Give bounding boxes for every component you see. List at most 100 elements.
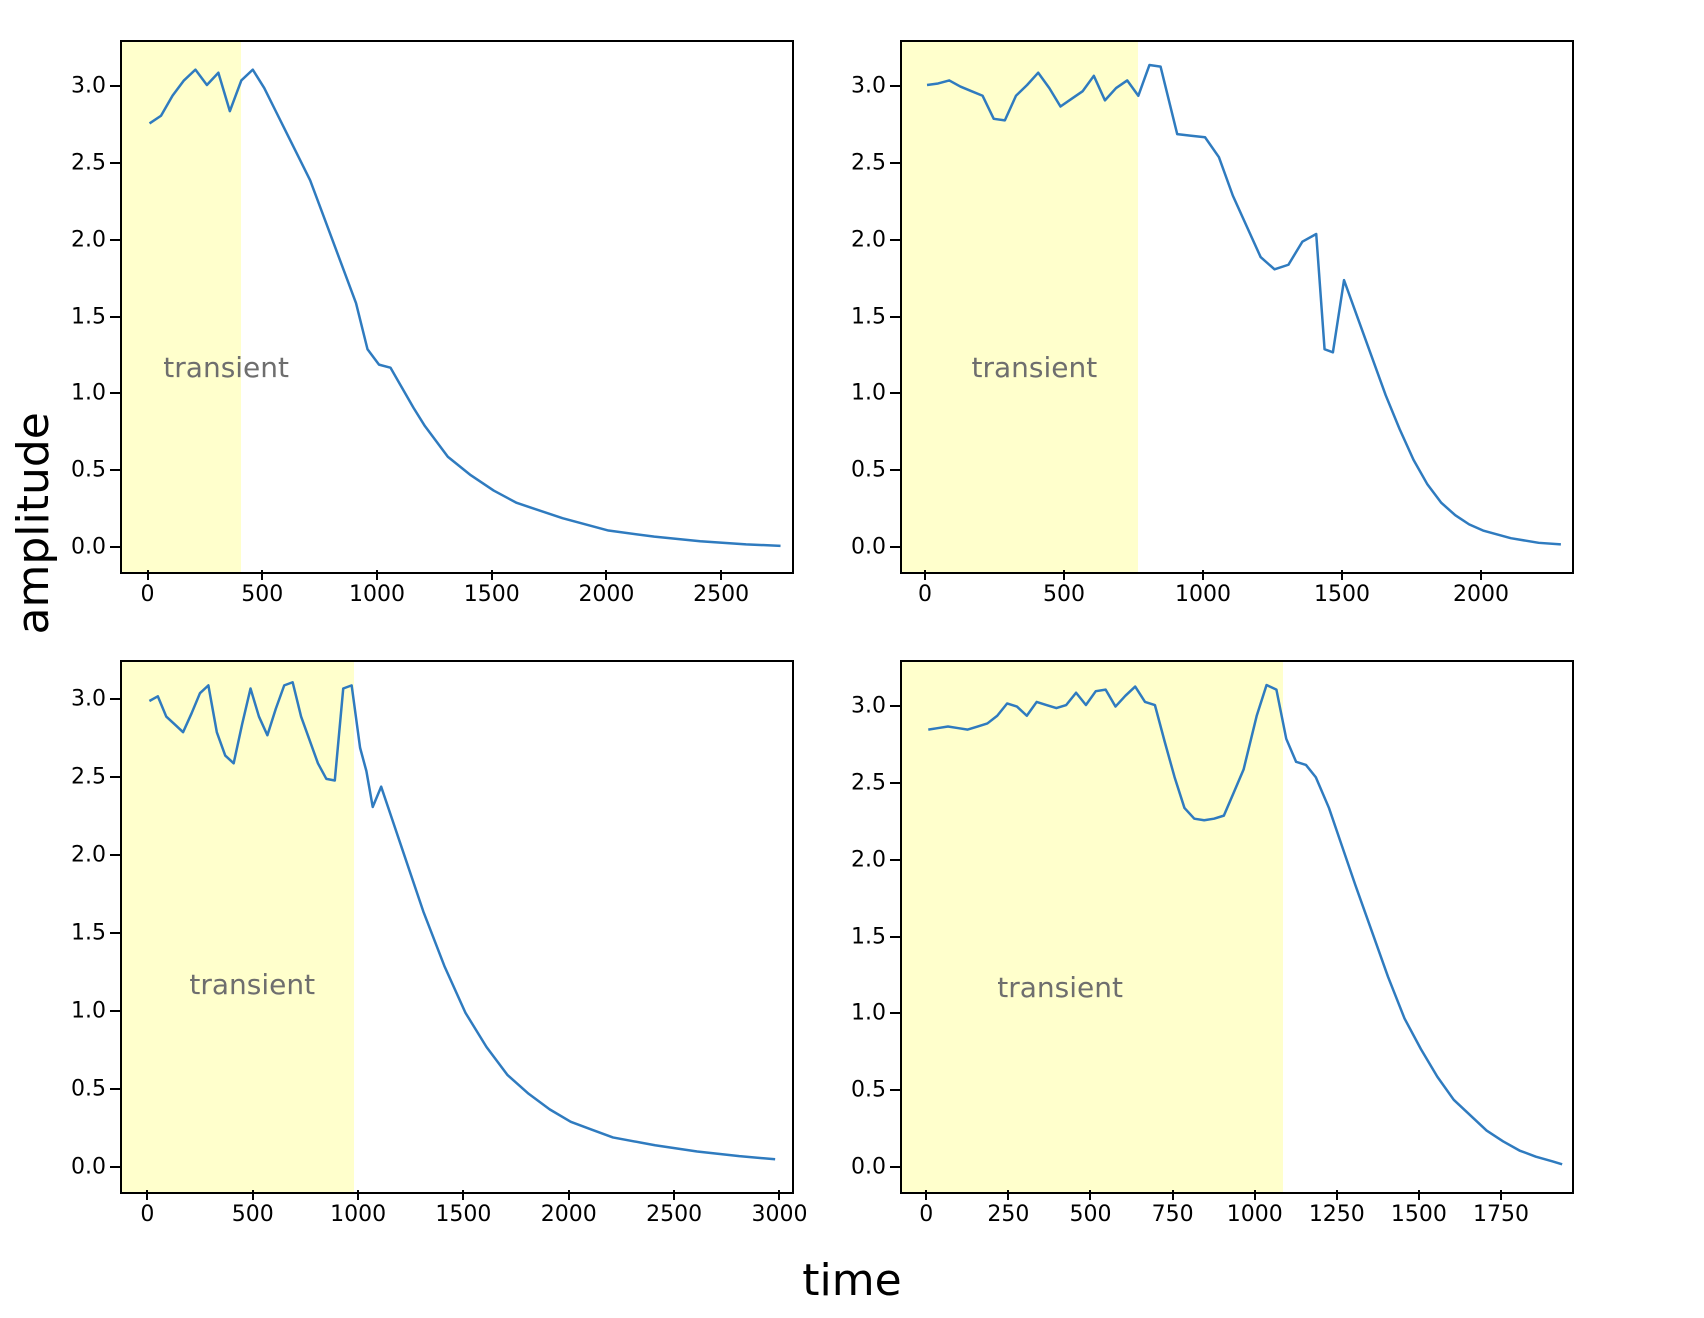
x-tick-label: 2000 (1453, 582, 1509, 607)
y-tick-label: 3.0 (70, 686, 106, 711)
y-tick-label: 1.5 (70, 920, 106, 945)
y-tick-mark (890, 85, 900, 87)
transient-annotation: transient (163, 351, 289, 384)
y-tick-mark (890, 239, 900, 241)
y-tick-label: 2.0 (70, 842, 106, 867)
y-tick-mark (110, 854, 120, 856)
x-tick-mark (605, 570, 607, 580)
y-tick-mark (110, 546, 120, 548)
y-tick-label: 0.5 (70, 458, 106, 483)
y-axis-label: amplitude (8, 412, 59, 634)
x-tick-mark (1254, 1190, 1256, 1200)
y-tick-mark (110, 1010, 120, 1012)
x-tick-label: 750 (1152, 1202, 1194, 1227)
x-tick-mark (1202, 570, 1204, 580)
y-tick-mark (890, 782, 900, 784)
x-tick-mark (1063, 570, 1065, 580)
x-tick-mark (357, 1190, 359, 1200)
x-tick-label: 0 (141, 582, 155, 607)
transient-annotation: transient (997, 971, 1123, 1004)
x-tick-mark (1500, 1190, 1502, 1200)
y-tick-mark (110, 162, 120, 164)
y-tick-label: 0.0 (850, 1154, 886, 1179)
x-tick-mark (376, 570, 378, 580)
y-tick-label: 2.0 (850, 227, 886, 252)
y-tick-label: 2.0 (70, 227, 106, 252)
chart-panel-bl: transient (120, 660, 794, 1194)
y-tick-label: 2.5 (850, 150, 886, 175)
y-tick-mark (110, 239, 120, 241)
x-tick-mark (925, 1190, 927, 1200)
y-tick-label: 2.5 (850, 770, 886, 795)
x-tick-label: 1500 (435, 1202, 491, 1227)
x-tick-label: 2500 (693, 582, 749, 607)
x-tick-label: 250 (987, 1202, 1029, 1227)
line-plot (122, 662, 792, 1192)
x-tick-mark (1418, 1190, 1420, 1200)
y-tick-mark (890, 316, 900, 318)
x-tick-label: 2500 (646, 1202, 702, 1227)
y-tick-mark (890, 546, 900, 548)
y-tick-label: 1.5 (850, 924, 886, 949)
y-tick-mark (890, 1166, 900, 1168)
x-tick-mark (1089, 1190, 1091, 1200)
transient-annotation: transient (189, 968, 315, 1001)
line-plot (902, 42, 1572, 572)
y-tick-label: 0.0 (70, 534, 106, 559)
x-tick-mark (252, 1190, 254, 1200)
y-tick-mark (110, 85, 120, 87)
x-tick-label: 1250 (1309, 1202, 1365, 1227)
x-tick-label: 1750 (1473, 1202, 1529, 1227)
y-tick-mark (110, 698, 120, 700)
x-tick-label: 500 (232, 1202, 274, 1227)
y-tick-label: 0.0 (850, 534, 886, 559)
x-tick-label: 500 (1043, 582, 1085, 607)
y-tick-label: 1.5 (70, 304, 106, 329)
figure: amplitude time transient0500100015002000… (0, 0, 1704, 1318)
y-tick-label: 2.5 (70, 764, 106, 789)
y-tick-label: 0.5 (850, 1078, 886, 1103)
x-tick-label: 0 (918, 582, 932, 607)
x-tick-mark (491, 570, 493, 580)
x-tick-label: 1000 (330, 1202, 386, 1227)
y-tick-mark (110, 1088, 120, 1090)
x-tick-label: 500 (1069, 1202, 1111, 1227)
x-tick-mark (1336, 1190, 1338, 1200)
y-tick-mark (890, 859, 900, 861)
y-tick-mark (110, 316, 120, 318)
y-tick-label: 0.0 (70, 1154, 106, 1179)
x-tick-label: 1500 (1314, 582, 1370, 607)
y-tick-mark (110, 932, 120, 934)
x-tick-mark (924, 570, 926, 580)
x-tick-mark (720, 570, 722, 580)
y-tick-mark (110, 1166, 120, 1168)
x-tick-mark (1007, 1190, 1009, 1200)
y-tick-mark (890, 705, 900, 707)
y-tick-mark (890, 1089, 900, 1091)
x-tick-label: 2000 (578, 582, 634, 607)
x-tick-label: 1000 (1175, 582, 1231, 607)
y-tick-label: 1.0 (70, 381, 106, 406)
x-tick-label: 0 (140, 1202, 154, 1227)
chart-panel-tr: transient (900, 40, 1574, 574)
y-tick-label: 2.5 (70, 150, 106, 175)
x-tick-label: 1000 (1227, 1202, 1283, 1227)
x-tick-mark (673, 1190, 675, 1200)
y-tick-mark (110, 469, 120, 471)
x-tick-label: 0 (919, 1202, 933, 1227)
y-tick-mark (890, 392, 900, 394)
x-tick-mark (147, 570, 149, 580)
y-tick-label: 1.0 (850, 1001, 886, 1026)
x-tick-label: 1000 (349, 582, 405, 607)
y-tick-label: 3.0 (850, 74, 886, 99)
x-tick-mark (1172, 1190, 1174, 1200)
x-tick-mark (1341, 570, 1343, 580)
y-tick-label: 0.5 (70, 1076, 106, 1101)
y-tick-label: 3.0 (850, 694, 886, 719)
y-tick-mark (110, 392, 120, 394)
y-tick-label: 0.5 (850, 458, 886, 483)
x-tick-label: 1500 (1391, 1202, 1447, 1227)
line-plot (902, 662, 1572, 1192)
x-tick-label: 500 (241, 582, 283, 607)
x-tick-label: 1500 (464, 582, 520, 607)
